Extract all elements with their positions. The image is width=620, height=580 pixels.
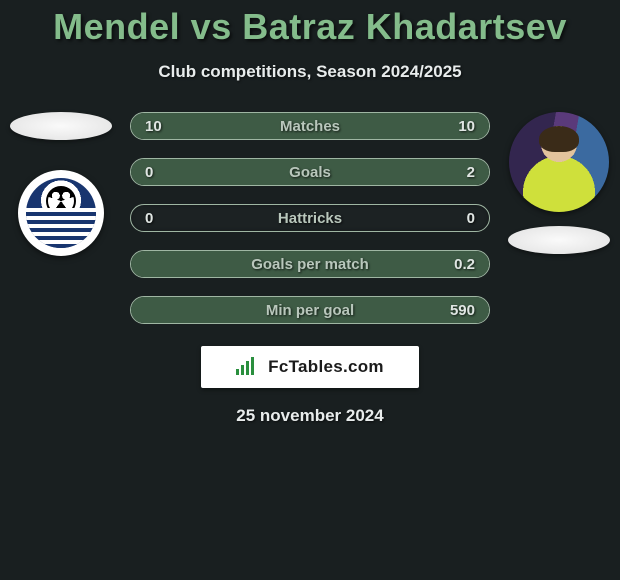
comparison-subtitle: Club competitions, Season 2024/2025 [0, 62, 620, 82]
stat-right-value: 0.2 [454, 256, 475, 273]
comparison-body: 10 Matches 10 0 Goals 2 0 Hattricks 0 Goals per m… [0, 112, 620, 324]
stat-label: Min per goal [266, 302, 354, 319]
branding-text: FcTables.com [268, 357, 384, 377]
left-club-crest [18, 170, 104, 256]
left-player-photo-placeholder [10, 112, 112, 140]
comparison-title: Mendel vs Batraz Khadartsev [0, 0, 620, 48]
stat-label: Goals per match [251, 256, 369, 273]
stat-left-value: 0 [145, 210, 153, 227]
snapshot-date: 25 november 2024 [0, 406, 620, 426]
stat-left-value: 0 [145, 164, 153, 181]
stat-bar: 0 Goals 2 [130, 158, 490, 186]
stats-column: 10 Matches 10 0 Goals 2 0 Hattricks 0 Goals per m… [130, 112, 490, 324]
stat-bar: 10 Matches 10 [130, 112, 490, 140]
stat-left-value: 10 [145, 118, 162, 135]
right-club-crest-placeholder [508, 226, 610, 254]
left-player-column [6, 112, 116, 256]
stat-right-value: 10 [458, 118, 475, 135]
branding-logo-icon [236, 357, 262, 377]
stat-bar: 0 Hattricks 0 [130, 204, 490, 232]
stat-right-value: 590 [450, 302, 475, 319]
stat-bar: Min per goal 590 [130, 296, 490, 324]
stat-bar: Goals per match 0.2 [130, 250, 490, 278]
crest-shield-icon [26, 178, 96, 248]
stat-label: Goals [289, 164, 331, 181]
stat-label: Hattricks [278, 210, 342, 227]
crest-waves-icon [26, 208, 96, 248]
branding-badge: FcTables.com [201, 346, 419, 388]
right-player-column [504, 112, 614, 254]
stat-label: Matches [280, 118, 340, 135]
right-player-photo [509, 112, 609, 212]
stat-right-value: 2 [467, 164, 475, 181]
stat-right-value: 0 [467, 210, 475, 227]
